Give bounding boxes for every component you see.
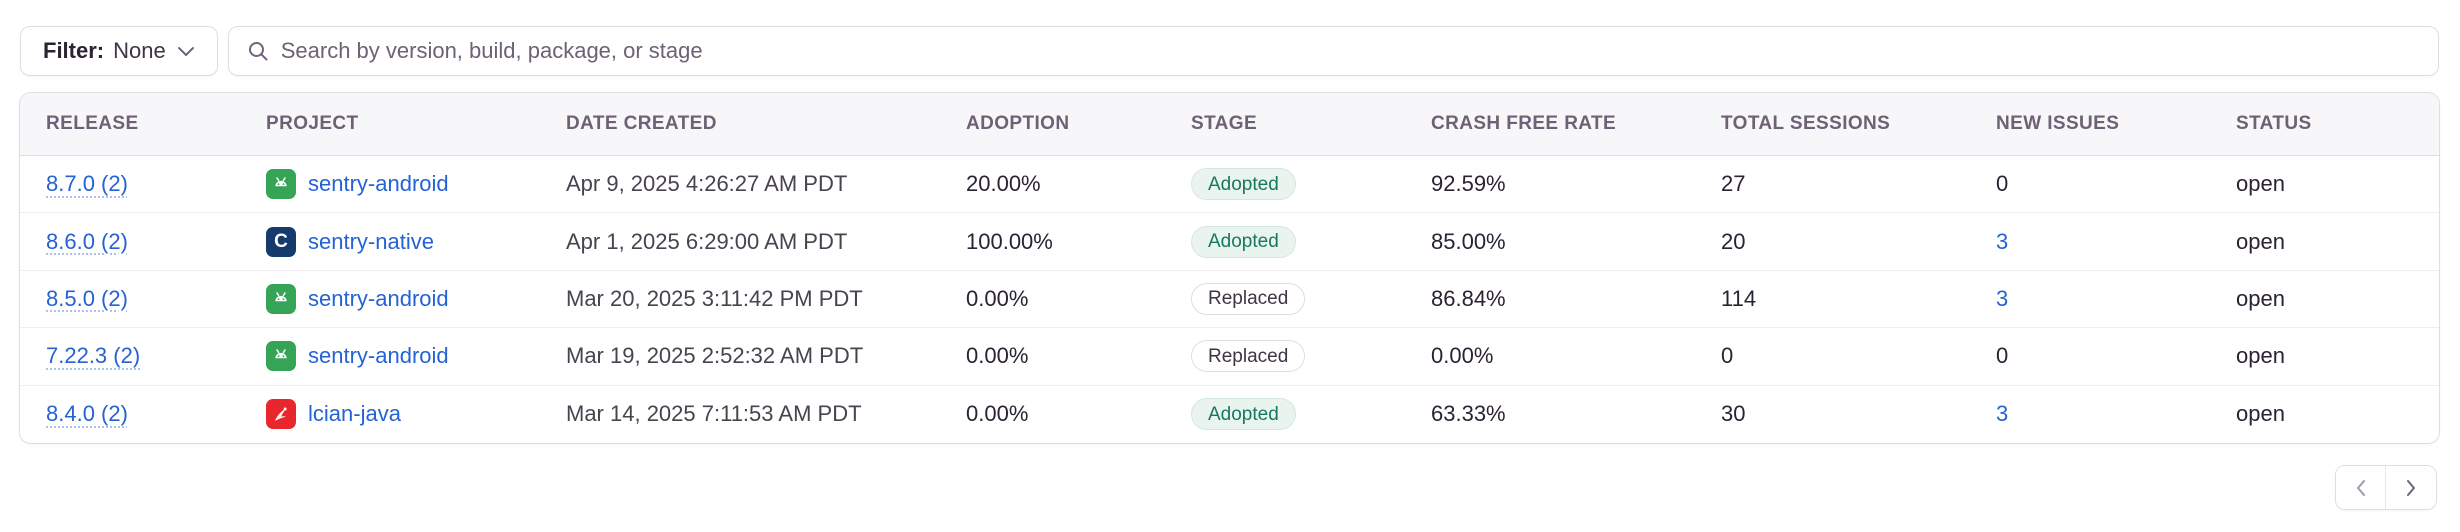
- release-link[interactable]: 8.6.0 (2): [46, 228, 128, 254]
- total-sessions-cell: 0: [1721, 343, 1734, 369]
- project-link[interactable]: sentry-android: [308, 343, 449, 369]
- stage-badge: Replaced: [1191, 340, 1306, 373]
- platform-icon: C: [266, 341, 296, 372]
- crash-free-rate-cell: 0.00%: [1431, 343, 1494, 369]
- release-link[interactable]: 8.5.0 (2): [46, 285, 128, 311]
- search-bar: [227, 26, 2439, 76]
- project-link[interactable]: lcian-java: [308, 401, 401, 427]
- release-link[interactable]: 7.22.3 (2): [46, 343, 141, 369]
- next-page-button[interactable]: [2386, 466, 2436, 509]
- new-issues-cell[interactable]: 3: [1996, 285, 2009, 311]
- android-icon: [275, 292, 287, 302]
- toolbar: Filter: None: [20, 26, 2439, 76]
- column-header-status: Status: [2236, 113, 2312, 134]
- filter-label: Filter:: [43, 38, 105, 63]
- total-sessions-cell: 27: [1721, 171, 1746, 197]
- new-issues-cell[interactable]: 3: [1996, 401, 2009, 427]
- table-row: 8.5.0 (2) C sentry-android Mar 20, 2025 …: [20, 270, 2439, 329]
- status-cell: open: [2236, 401, 2285, 427]
- chevron-right-icon: [2407, 479, 2415, 496]
- new-issues-cell: 0: [1996, 171, 2009, 197]
- adoption-cell: 0.00%: [966, 343, 1029, 369]
- column-header-project: Project: [266, 113, 359, 134]
- stage-badge: Adopted: [1191, 398, 1296, 431]
- crash-free-rate-cell: 92.59%: [1431, 171, 1506, 197]
- releases-table: Release Project Date Created Adoption St…: [19, 92, 2440, 444]
- column-header-new-issues: New Issues: [1996, 113, 2120, 134]
- table-row: 7.22.3 (2) C sentry-android Mar 19, 2025…: [20, 328, 2439, 386]
- status-cell: open: [2236, 343, 2285, 369]
- date-created-cell: Mar 14, 2025 7:11:53 AM PDT: [566, 401, 862, 427]
- total-sessions-cell: 20: [1721, 228, 1746, 254]
- column-header-stage: Stage: [1191, 113, 1258, 134]
- filter-dropdown[interactable]: Filter: None: [20, 26, 218, 76]
- crash-free-rate-cell: 63.33%: [1431, 401, 1506, 427]
- android-icon: [275, 349, 287, 359]
- project-link[interactable]: sentry-android: [308, 171, 449, 197]
- adoption-cell: 100.00%: [966, 228, 1053, 254]
- filter-value: None: [113, 38, 166, 63]
- status-cell: open: [2236, 171, 2285, 197]
- table-row: 8.6.0 (2) C sentry-native Apr 1, 2025 6:…: [20, 213, 2439, 271]
- release-link[interactable]: 8.7.0 (2): [46, 171, 128, 197]
- platform-icon: C: [266, 226, 296, 257]
- c-letter-icon: C: [274, 231, 288, 253]
- platform-icon: C: [266, 169, 296, 200]
- release-link[interactable]: 8.4.0 (2): [46, 401, 128, 427]
- search-icon: [248, 42, 268, 61]
- table-row: 8.4.0 (2) C lcian-java Mar 14, 2025 7:11…: [20, 385, 2439, 443]
- stage-badge: Adopted: [1191, 225, 1296, 258]
- adoption-cell: 0.00%: [966, 285, 1029, 311]
- platform-icon: C: [266, 283, 296, 314]
- date-created-cell: Apr 9, 2025 4:26:27 AM PDT: [566, 171, 848, 197]
- stage-badge: Replaced: [1191, 282, 1306, 315]
- search-input[interactable]: [280, 38, 2420, 64]
- table-header-row: Release Project Date Created Adoption St…: [20, 93, 2439, 156]
- date-created-cell: Mar 20, 2025 3:11:42 PM PDT: [566, 285, 863, 311]
- column-header-adoption: Adoption: [966, 113, 1070, 134]
- status-cell: open: [2236, 228, 2285, 254]
- total-sessions-cell: 114: [1721, 285, 1757, 311]
- date-created-cell: Apr 1, 2025 6:29:00 AM PDT: [566, 228, 848, 254]
- platform-icon: C: [266, 399, 296, 430]
- table-row: 8.7.0 (2) C sentry-android Apr 9, 2025 4…: [20, 156, 2439, 214]
- new-issues-cell: 0: [1996, 343, 2009, 369]
- java-duke-icon: [275, 407, 287, 422]
- column-header-date-created: Date Created: [566, 113, 717, 134]
- pagination: [2335, 465, 2437, 510]
- crash-free-rate-cell: 86.84%: [1431, 285, 1506, 311]
- adoption-cell: 0.00%: [966, 401, 1029, 427]
- prev-page-button[interactable]: [2336, 466, 2386, 509]
- column-header-crash-free-rate: Crash Free Rate: [1431, 113, 1617, 134]
- column-header-release: Release: [46, 113, 139, 134]
- new-issues-cell[interactable]: 3: [1996, 228, 2009, 254]
- status-cell: open: [2236, 285, 2285, 311]
- stage-badge: Adopted: [1191, 168, 1296, 201]
- crash-free-rate-cell: 85.00%: [1431, 228, 1506, 254]
- chevron-left-icon: [2356, 479, 2365, 496]
- date-created-cell: Mar 19, 2025 2:52:32 AM PDT: [566, 343, 864, 369]
- chevron-down-icon: [177, 47, 194, 56]
- android-icon: [275, 177, 287, 187]
- project-link[interactable]: sentry-native: [308, 228, 434, 254]
- total-sessions-cell: 30: [1721, 401, 1746, 427]
- column-header-total-sessions: Total Sessions: [1721, 113, 1891, 134]
- project-link[interactable]: sentry-android: [308, 285, 449, 311]
- table-body: 8.7.0 (2) C sentry-android Apr 9, 2025 4…: [20, 156, 2439, 443]
- adoption-cell: 20.00%: [966, 171, 1041, 197]
